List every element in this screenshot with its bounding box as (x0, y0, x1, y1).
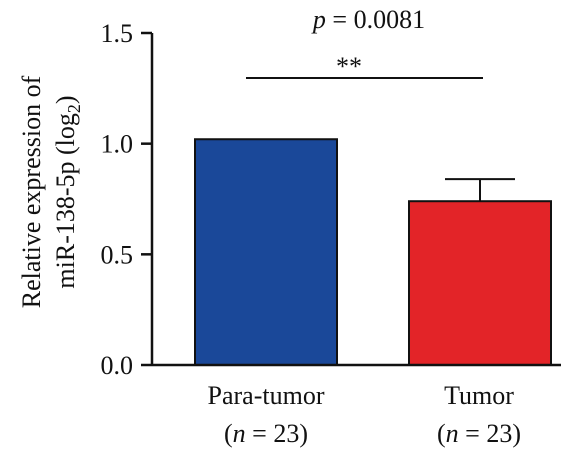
x-axis-categories: Para-tumor (n = 23) Tumor (n = 23) (208, 381, 521, 448)
p-value-annotation: p = 0.0081 (311, 5, 425, 34)
significance-stars: ** (336, 52, 362, 81)
error-bars (445, 178, 515, 202)
y-axis-ticks: 0.0 0.5 1.0 1.5 (101, 19, 152, 380)
x-category-label: Tumor (444, 381, 514, 410)
bar-tumor (408, 200, 552, 366)
y-tick-label: 1.5 (101, 19, 134, 48)
y-tick-label: 1.0 (101, 130, 134, 159)
bars (194, 138, 552, 366)
y-tick-label: 0.0 (101, 351, 134, 380)
y-axis-title-line1: Relative expression of (17, 75, 46, 308)
x-category-label: Para-tumor (208, 381, 325, 410)
y-axis-title: Relative expression of miR-138-5p (log2) (17, 75, 84, 308)
y-tick-label: 0.5 (101, 240, 134, 269)
y-axis-title-line2: miR-138-5p (log2) (51, 95, 84, 288)
bar-para-tumor (194, 138, 338, 366)
x-category-sample-size: (n = 23) (224, 419, 308, 448)
x-category-sample-size: (n = 23) (437, 419, 521, 448)
